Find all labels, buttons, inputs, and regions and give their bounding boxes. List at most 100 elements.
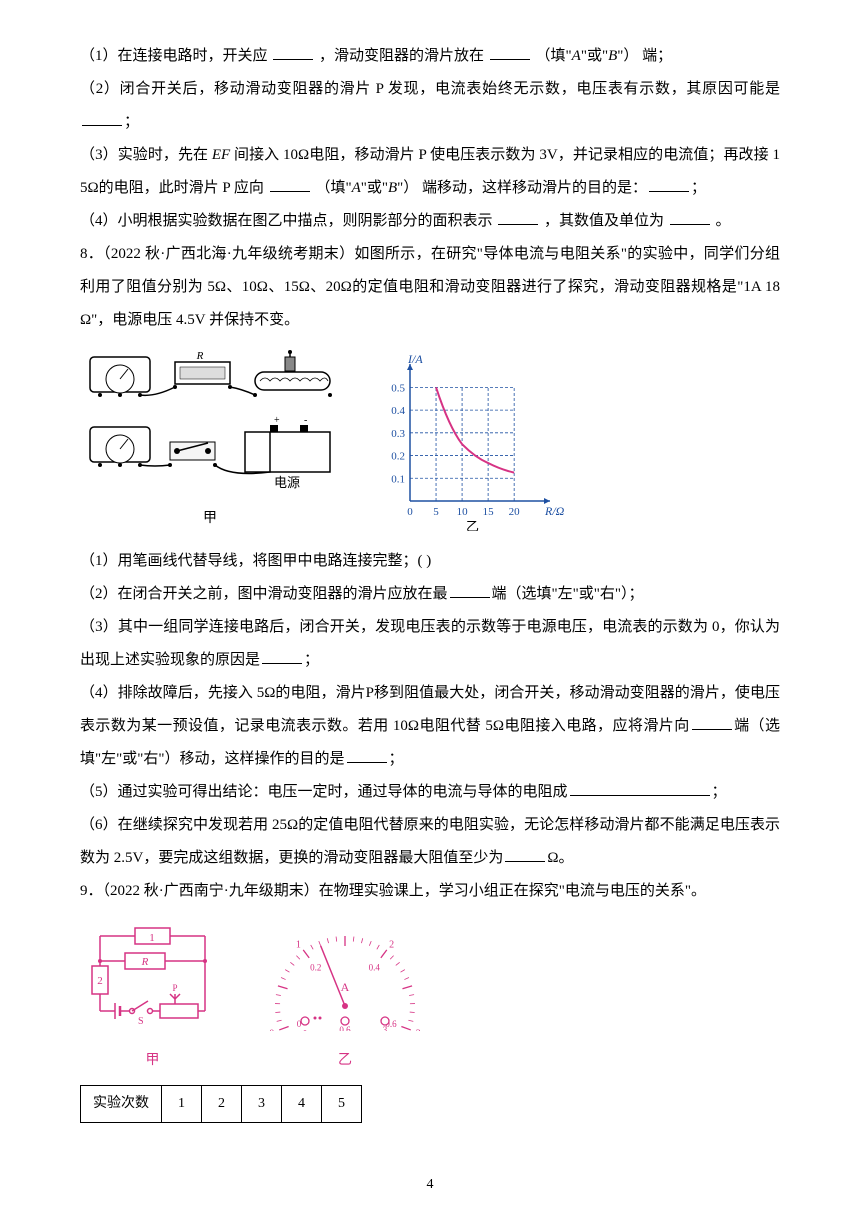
page-number: 4: [427, 1170, 434, 1201]
q7-p1-text-e: "） 端；: [617, 48, 672, 64]
blank[interactable]: [262, 644, 302, 664]
svg-text:0: 0: [269, 1028, 274, 1030]
svg-text:-: -: [304, 1025, 307, 1031]
svg-text:20: 20: [509, 506, 521, 518]
q8-fig-label-left: 甲: [80, 504, 340, 535]
q7-part2: （2）闭合开关后，移动滑动变阻器的滑片 P 发现，电流表始终无示数，电压表有示数…: [80, 73, 780, 139]
q7-part4: （4）小明根据实验数据在图乙中描点，则阴影部分的面积表示 ，其数值及单位为 。: [80, 205, 780, 238]
q7-p1-text-b: ，滑动变阻器的滑片放在: [315, 48, 488, 64]
blank[interactable]: [347, 743, 387, 763]
q9-intro: 9．（2022 秋·广西南宁·九年级期末）在物理实验课上，学习小组正在探究"电流…: [80, 875, 780, 908]
q7-p4-text-a: （4）小明根据实验数据在图乙中描点，则阴影部分的面积表示: [80, 213, 496, 229]
q7-p4-text-b: ，其数值及单位为: [540, 213, 668, 229]
q7-p1-text-c: （填": [532, 48, 572, 64]
table-cell: 5: [322, 1085, 362, 1123]
svg-text:2: 2: [389, 939, 394, 950]
blank[interactable]: [505, 842, 545, 862]
italic-A2: A: [352, 180, 361, 196]
table-cell: 1: [162, 1085, 202, 1123]
svg-text:1: 1: [296, 939, 301, 950]
q8-p3: （3）其中一组同学连接电路后，闭合开关，发现电压表的示数等于电源电压，电流表的示…: [80, 611, 780, 677]
svg-text:15: 15: [483, 506, 495, 518]
q8-circuit-wrapper: R: [80, 347, 340, 535]
svg-text:5: 5: [433, 506, 439, 518]
blank[interactable]: [450, 578, 490, 598]
q8-p3-b: ；: [304, 652, 319, 668]
blank[interactable]: [692, 710, 732, 730]
svg-text:0.1: 0.1: [391, 473, 405, 485]
q9-data-table: 实验次数 1 2 3 4 5: [80, 1085, 362, 1124]
svg-text:乙: 乙: [466, 519, 479, 531]
q7-p2-text-b: ；: [124, 114, 139, 130]
q7-p3-text-c: （填": [312, 180, 352, 196]
blank[interactable]: [670, 205, 710, 225]
q8-p2-b: 端（选填"左"或"右"）；: [492, 586, 644, 602]
svg-text:0: 0: [407, 506, 413, 518]
q8-p6-a: （6）在继续探究中发现若用 25Ω的定值电阻代替原来的电阻实验，无论怎样移动滑片…: [80, 817, 780, 866]
italic-EF: EF: [212, 147, 230, 163]
table-cell: 2: [202, 1085, 242, 1123]
svg-text:0.3: 0.3: [391, 428, 405, 440]
svg-text:-: -: [304, 415, 307, 426]
q9-ammeter-icon: 012300.20.40.6A-0.63: [245, 916, 445, 1031]
q8-intro: 8．（2022 秋·广西北海·九年级统考期末）如图所示，在研究"导体电流与电阻关…: [80, 238, 780, 337]
svg-text:1: 1: [149, 932, 155, 944]
q7-p1-text-d: "或": [581, 48, 608, 64]
svg-text:R: R: [196, 350, 204, 362]
q7-p3-text-f: ；: [691, 180, 706, 196]
svg-text:A: A: [341, 980, 350, 994]
table-cell: 3: [242, 1085, 282, 1123]
q7-p2-text-a: （2）闭合开关后，移动滑动变阻器的滑片 P 发现，电流表始终无示数，电压表有示数…: [80, 81, 780, 97]
italic-A: A: [572, 48, 581, 64]
q8-p4: （4）排除故障后，先接入 5Ω的电阻，滑片P移到阻值最大处，闭合开关，移动滑动变…: [80, 677, 780, 776]
svg-text:0.6: 0.6: [339, 1025, 351, 1031]
svg-text:P: P: [172, 983, 177, 993]
q9-fig-label-right: 乙: [245, 1046, 445, 1077]
svg-text:电源: 电源: [274, 475, 300, 490]
svg-text:0.5: 0.5: [391, 382, 405, 394]
svg-text:+: +: [274, 415, 280, 426]
svg-text:0.4: 0.4: [369, 962, 381, 972]
q8-p5-a: （5）通过实验可得出结论：电压一定时，通过导体的电流与导体的电阻成: [80, 784, 568, 800]
svg-text:2: 2: [97, 975, 103, 987]
svg-text:I/A: I/A: [407, 352, 423, 366]
q8-chart-wrapper: 0.10.20.30.40.505101520I/AR/Ω乙: [370, 351, 565, 531]
q8-p2-a: （2）在闭合开关之前，图中滑动变阻器的滑片应放在最: [80, 586, 448, 602]
q8-figure-row: R: [80, 347, 780, 535]
q8-p4-c: ；: [389, 751, 404, 767]
blank[interactable]: [82, 106, 122, 126]
blank[interactable]: [570, 776, 710, 796]
svg-text:3: 3: [416, 1028, 421, 1030]
svg-text:S: S: [138, 1016, 144, 1027]
q7-p4-text-c: 。: [712, 213, 731, 229]
q7-p3-text-a: （3）实验时，先在: [80, 147, 212, 163]
table-header: 实验次数: [81, 1085, 162, 1123]
blank[interactable]: [270, 172, 310, 192]
blank[interactable]: [490, 40, 530, 60]
svg-text:R: R: [141, 956, 149, 968]
q7-p3-text-d: "或": [361, 180, 388, 196]
q8-p5-b: ；: [712, 784, 727, 800]
q8-p1: （1）用笔画线代替导线，将图甲中电路连接完整；( ): [80, 545, 780, 578]
table-cell: 4: [282, 1085, 322, 1123]
italic-B: B: [608, 48, 617, 64]
blank[interactable]: [649, 172, 689, 192]
blank[interactable]: [273, 40, 313, 60]
q9-fig-label-left: 甲: [80, 1046, 225, 1077]
q9-ammeter-wrapper: 012300.20.40.6A-0.63 乙: [245, 916, 445, 1077]
blank[interactable]: [498, 205, 538, 225]
q7-part1: （1）在连接电路时，开关应 ，滑动变阻器的滑片放在 （填"A"或"B"） 端；: [80, 40, 780, 73]
italic-B2: B: [388, 180, 397, 196]
q7-p1-text-a: （1）在连接电路时，开关应: [80, 48, 271, 64]
svg-text:3: 3: [383, 1025, 388, 1031]
q7-p3-text-e: "） 端移动，这样移动滑片的目的是：: [397, 180, 647, 196]
q9-figure-row: 1 R 2 S: [80, 916, 780, 1077]
q8-p6-b: Ω。: [547, 850, 573, 866]
svg-text:0.4: 0.4: [391, 405, 405, 417]
svg-text:0.2: 0.2: [391, 450, 405, 462]
q9-circuit-icon: 1 R 2 S: [80, 916, 225, 1031]
q8-p3-a: （3）其中一组同学连接电路后，闭合开关，发现电压表的示数等于电源电压，电流表的示…: [80, 619, 780, 668]
q8-chart: 0.10.20.30.40.505101520I/AR/Ω乙: [370, 351, 565, 531]
q8-p2: （2）在闭合开关之前，图中滑动变阻器的滑片应放在最 端（选填"左"或"右"）；: [80, 578, 780, 611]
q7-part3: （3）实验时，先在 EF 间接入 10Ω电阻，移动滑片 P 使电压表示数为 3V…: [80, 139, 780, 205]
